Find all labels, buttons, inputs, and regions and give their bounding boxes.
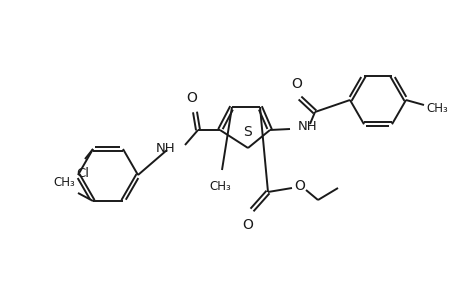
Text: Cl: Cl [76,167,90,180]
Text: CH₃: CH₃ [209,180,230,193]
Text: NH: NH [155,142,174,154]
Text: O: O [186,91,197,105]
Text: NH: NH [297,121,317,134]
Text: O: O [242,218,253,232]
Text: S: S [243,125,252,139]
Text: CH₃: CH₃ [53,176,75,189]
Text: O: O [294,179,305,193]
Text: CH₃: CH₃ [425,101,447,115]
Text: O: O [291,77,302,91]
